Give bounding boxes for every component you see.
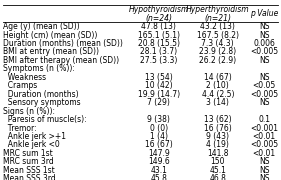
Text: NS: NS [259, 56, 269, 65]
Text: Ankle jerk >+1: Ankle jerk >+1 [3, 132, 66, 141]
Text: Sensory symptoms: Sensory symptoms [3, 98, 80, 107]
Text: 27.5 (3.3): 27.5 (3.3) [140, 56, 178, 65]
Text: <0.005: <0.005 [250, 47, 278, 57]
Text: 45.1: 45.1 [209, 166, 226, 175]
Text: Duration (months) (mean (SD)): Duration (months) (mean (SD)) [3, 39, 123, 48]
Text: Mean SSS 3rd: Mean SSS 3rd [3, 174, 56, 180]
Text: 13 (62): 13 (62) [204, 115, 232, 124]
Text: 9 (38): 9 (38) [147, 115, 170, 124]
Text: Hypothyroidism: Hypothyroidism [129, 5, 189, 14]
Text: Ankle jerk <0: Ankle jerk <0 [3, 141, 60, 150]
Text: 20.8 (15.5): 20.8 (15.5) [138, 39, 180, 48]
Text: <0.05: <0.05 [253, 81, 276, 90]
Text: <0.01: <0.01 [253, 132, 276, 141]
Text: BMI after therapy (mean (SD)): BMI after therapy (mean (SD)) [3, 56, 119, 65]
Text: (n=21): (n=21) [204, 14, 231, 22]
Text: 2 (10): 2 (10) [207, 81, 229, 90]
Text: (n=24): (n=24) [145, 14, 172, 22]
Text: MRC sum 1st: MRC sum 1st [3, 149, 53, 158]
Text: 13 (54): 13 (54) [145, 73, 173, 82]
Text: Height (cm) (mean (SD)): Height (cm) (mean (SD)) [3, 30, 97, 39]
Text: 23.9 (2.8): 23.9 (2.8) [199, 47, 236, 57]
Text: 0 (0): 0 (0) [150, 124, 168, 133]
Text: Tremor:: Tremor: [3, 124, 37, 133]
Text: <0.005: <0.005 [250, 90, 278, 99]
Text: 47.8 (13): 47.8 (13) [141, 22, 176, 31]
Text: 16 (67): 16 (67) [145, 141, 173, 150]
Text: NS: NS [259, 73, 269, 82]
Text: MRC sum 3rd: MRC sum 3rd [3, 158, 54, 166]
Text: 26.2 (2.9): 26.2 (2.9) [199, 56, 236, 65]
Text: Mean SSS 1st: Mean SSS 1st [3, 166, 55, 175]
Text: 4 (19): 4 (19) [206, 141, 229, 150]
Text: NS: NS [259, 98, 269, 107]
Text: 16 (76): 16 (76) [204, 124, 232, 133]
Text: NS: NS [259, 30, 269, 39]
Text: 7.3 (4.3): 7.3 (4.3) [201, 39, 234, 48]
Text: <0.005: <0.005 [250, 141, 278, 150]
Text: 150: 150 [210, 158, 225, 166]
Text: Signs (n (%)):: Signs (n (%)): [3, 107, 55, 116]
Text: Weakness: Weakness [3, 73, 46, 82]
Text: 1 (4): 1 (4) [150, 132, 168, 141]
Text: p Value: p Value [250, 9, 278, 18]
Text: 167.5 (8.2): 167.5 (8.2) [197, 30, 239, 39]
Text: 4.4 (2.5): 4.4 (2.5) [201, 90, 234, 99]
Text: 43.2 (13): 43.2 (13) [200, 22, 235, 31]
Text: Symptoms (n (%)):: Symptoms (n (%)): [3, 64, 75, 73]
Text: 43.1: 43.1 [150, 166, 167, 175]
Text: NS: NS [259, 174, 269, 180]
Text: Age (y) (mean (SD)): Age (y) (mean (SD)) [3, 22, 80, 31]
Text: Cramps: Cramps [3, 81, 37, 90]
Text: Hyperthyroidism: Hyperthyroidism [186, 5, 250, 14]
Text: BMI at entry (mean (SD)): BMI at entry (mean (SD)) [3, 47, 99, 57]
Text: 10 (42): 10 (42) [145, 81, 173, 90]
Text: 0.006: 0.006 [253, 39, 275, 48]
Text: 46.8: 46.8 [209, 174, 226, 180]
Text: 45.8: 45.8 [150, 174, 167, 180]
Text: 149.6: 149.6 [148, 158, 170, 166]
Text: 9 (43): 9 (43) [206, 132, 229, 141]
Text: NS: NS [259, 166, 269, 175]
Text: NS: NS [259, 22, 269, 31]
Text: Paresis of muscle(s):: Paresis of muscle(s): [3, 115, 87, 124]
Text: 7 (29): 7 (29) [147, 98, 170, 107]
Text: 14 (67): 14 (67) [204, 73, 232, 82]
Text: 141.8: 141.8 [207, 149, 228, 158]
Text: <0.01: <0.01 [253, 149, 276, 158]
Text: Duration (months): Duration (months) [3, 90, 78, 99]
Text: <0.001: <0.001 [250, 124, 278, 133]
Text: NS: NS [259, 158, 269, 166]
Text: 165.1 (5.1): 165.1 (5.1) [138, 30, 180, 39]
Text: 28.1 (3.7): 28.1 (3.7) [140, 47, 177, 57]
Text: 19.9 (14.7): 19.9 (14.7) [138, 90, 180, 99]
Text: 0.1: 0.1 [258, 115, 270, 124]
Text: 147.9: 147.9 [148, 149, 170, 158]
Text: 3 (14): 3 (14) [206, 98, 229, 107]
